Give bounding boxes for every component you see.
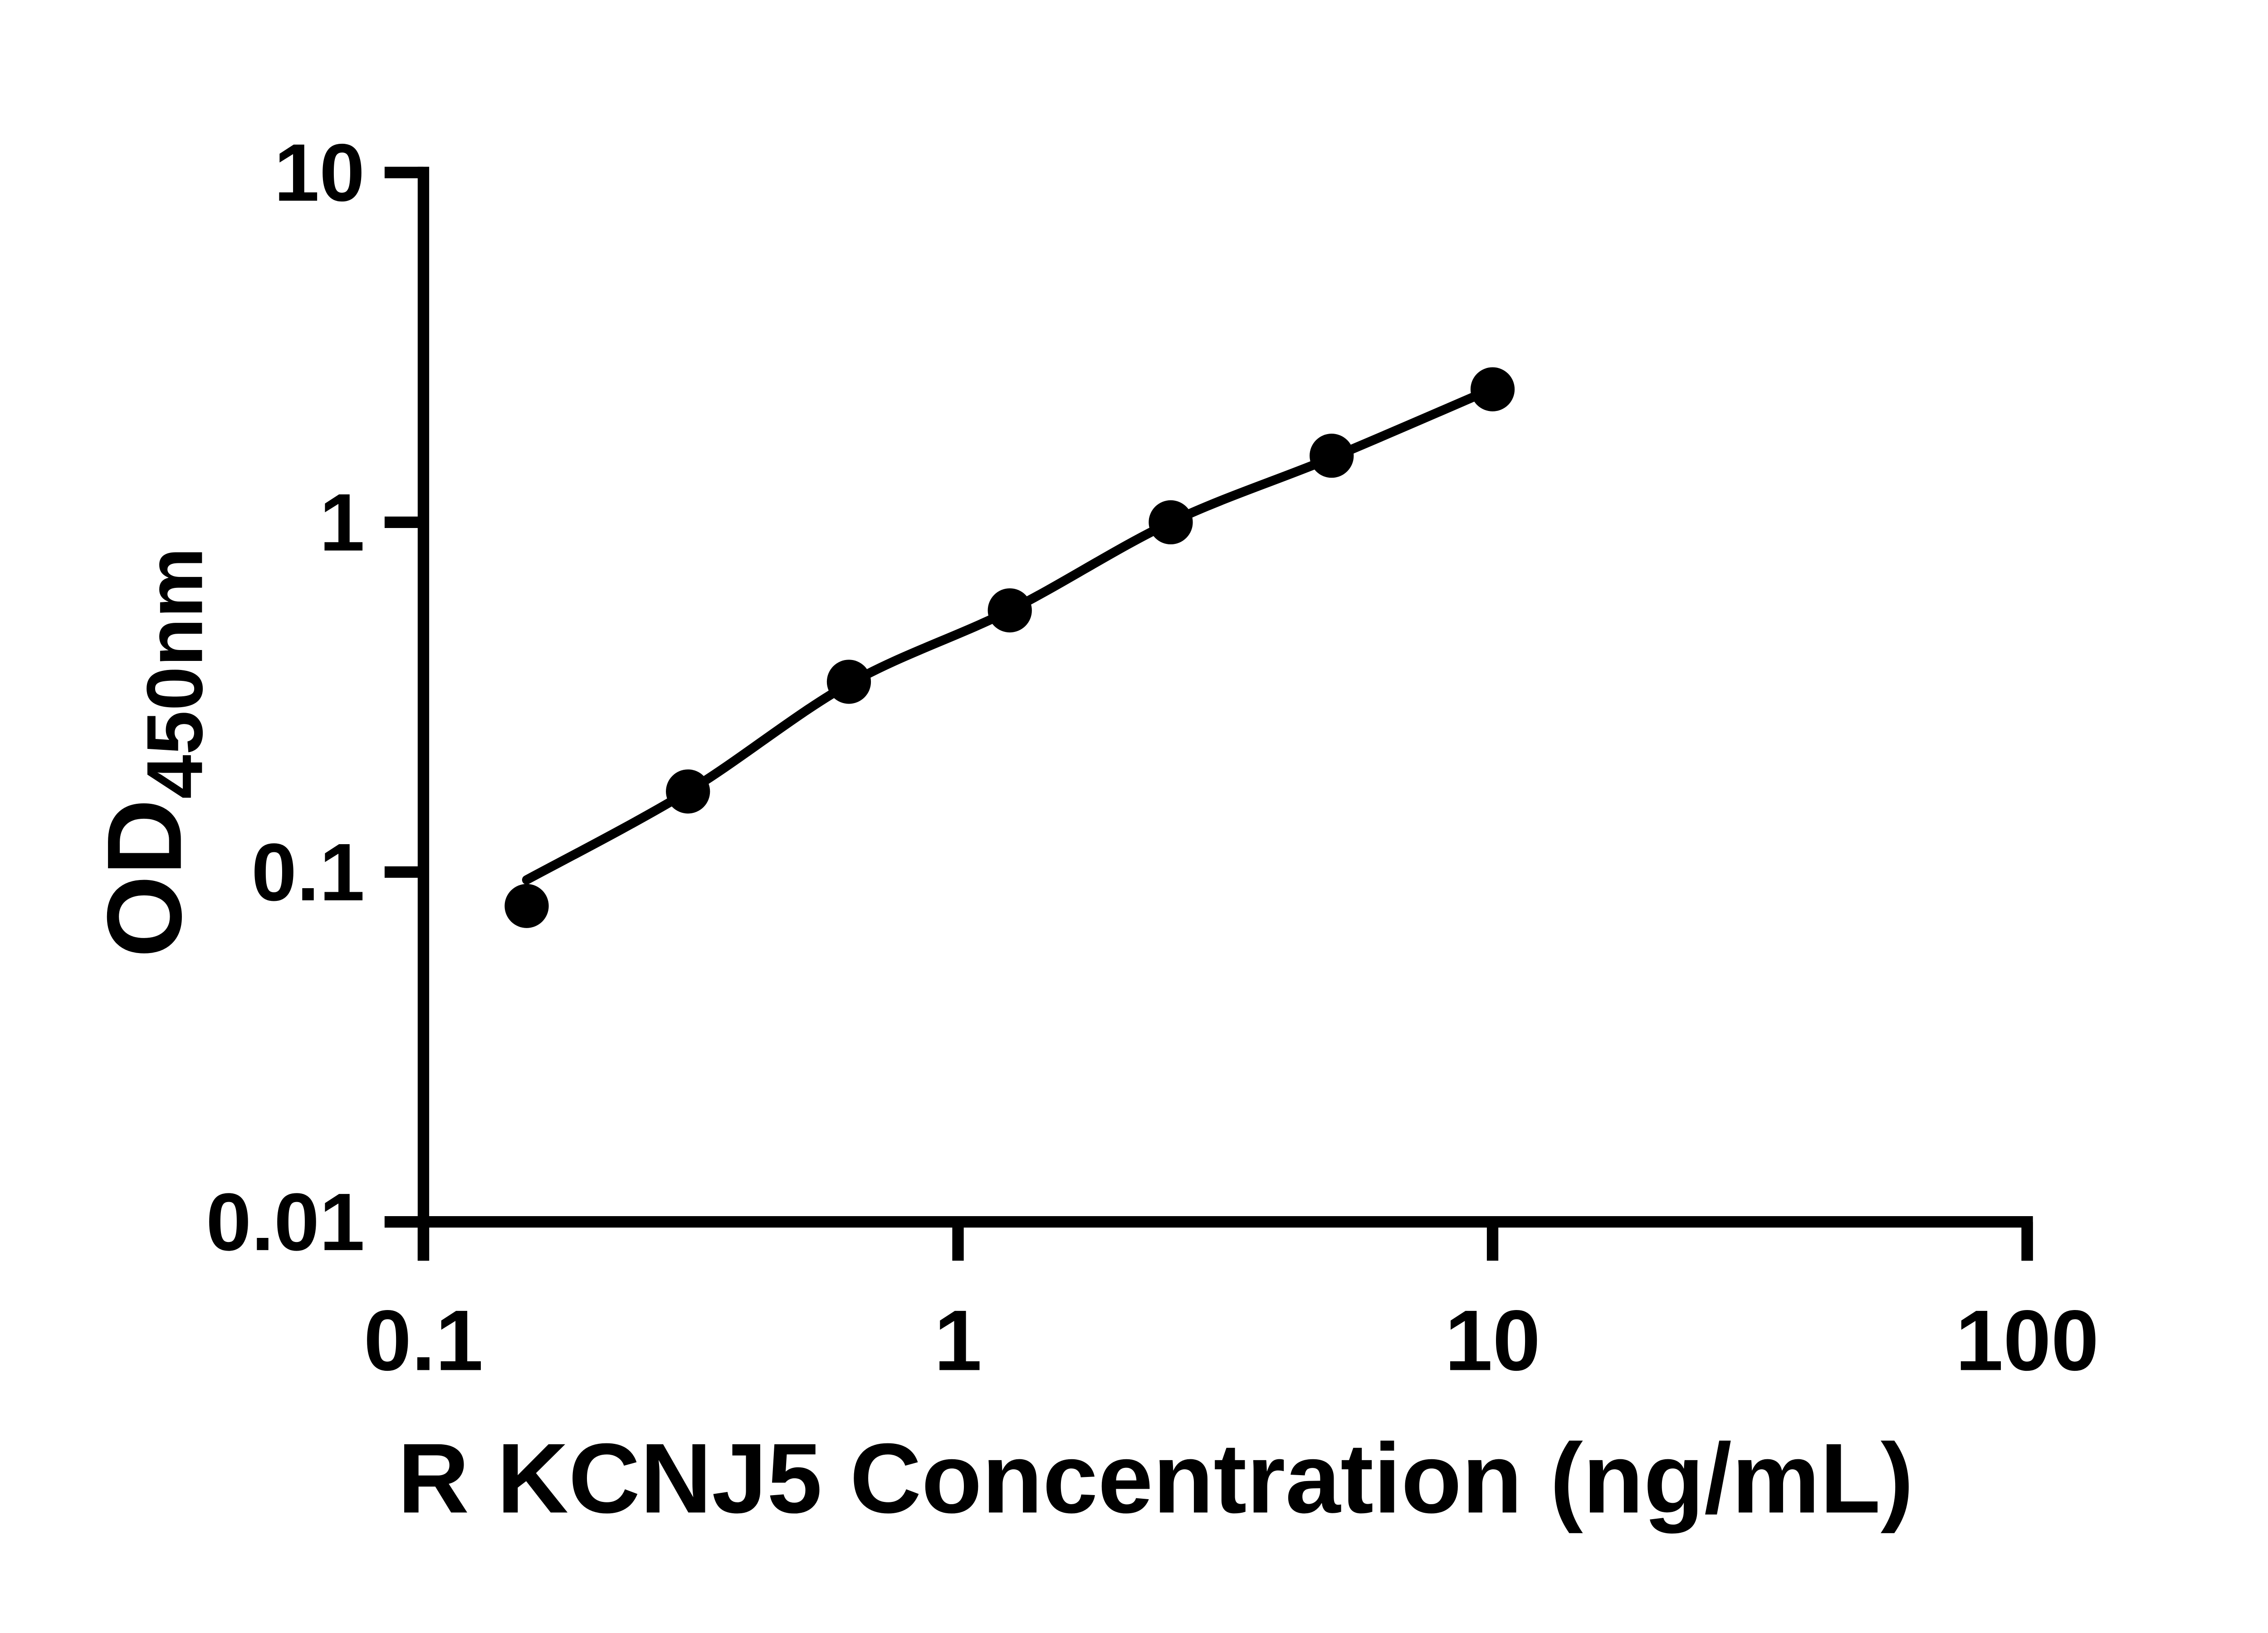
data-point — [826, 660, 871, 704]
x-tick-label: 0.1 — [364, 1292, 484, 1389]
x-tick-label: 1 — [934, 1292, 982, 1389]
y-tick-label: 0.01 — [206, 1177, 365, 1268]
x-tick-label: 10 — [1445, 1292, 1540, 1389]
x-axis-line — [384, 1216, 2033, 1261]
data-point — [1470, 367, 1515, 411]
data-point — [504, 884, 549, 928]
data-point — [1310, 434, 1354, 478]
y-axis-title-main: OD — [86, 799, 204, 958]
y-tick-label: 10 — [274, 127, 365, 219]
y-tick-label: 0.1 — [251, 827, 365, 918]
y-axis-title: OD450nm — [86, 548, 220, 958]
x-axis-title: R KCNJ5 Concentration (ng/mL) — [398, 1423, 1914, 1534]
x-tick-label: 100 — [1955, 1292, 2099, 1389]
data-point — [666, 769, 710, 814]
tick-labels: 10 1 0.1 0.01 0.1 1 10 100 — [206, 127, 2099, 1389]
y-tick-label: 1 — [319, 477, 365, 568]
data-point — [1149, 500, 1193, 545]
data-point — [987, 588, 1032, 633]
y-axis-title-subscript: 450nm — [131, 548, 219, 799]
axes — [384, 166, 2033, 1261]
data-points — [504, 367, 1515, 928]
